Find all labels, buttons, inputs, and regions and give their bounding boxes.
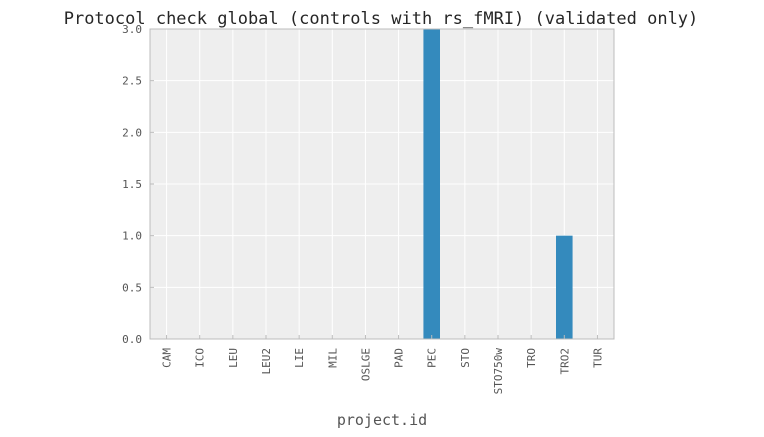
y-tick-label: 3.0 xyxy=(122,23,142,36)
y-tick-label: 0.5 xyxy=(122,281,142,294)
y-axis: 0.0 0.5 1.0 1.5 2.0 2.5 3.0 xyxy=(122,23,154,346)
x-tick-label: OSLGE xyxy=(359,348,372,381)
x-tick-label: TUR xyxy=(591,348,604,368)
x-tick-label: ICO xyxy=(194,348,207,368)
x-tick-label: TRO2 xyxy=(558,348,571,375)
x-tick-label: PAD xyxy=(393,348,406,368)
bar-tro2 xyxy=(556,235,573,339)
x-tick-label: TRO xyxy=(525,348,538,368)
x-tick-label: STO750w xyxy=(492,348,505,395)
bar-pec xyxy=(423,29,440,339)
x-axis: CAM ICO LEU LEU2 LIE MIL OSLGE PAD PEC STO STO750w… xyxy=(161,335,604,395)
y-tick-label: 1.5 xyxy=(122,178,142,191)
y-tick-label: 1.0 xyxy=(122,230,142,243)
x-tick-label: STO xyxy=(459,348,472,368)
x-tick-label: MIL xyxy=(326,348,339,368)
bars xyxy=(423,29,573,339)
x-tick-label: LIE xyxy=(293,348,306,368)
y-tick-label: 2.0 xyxy=(122,126,142,139)
x-tick-label: CAM xyxy=(161,348,174,368)
y-tick-label: 0.0 xyxy=(122,333,142,346)
y-tick-label: 2.5 xyxy=(122,75,142,88)
x-tick-label: LEU2 xyxy=(260,348,273,375)
x-tick-label: LEU xyxy=(227,348,240,368)
chart-title: Protocol check global (controls with rs_… xyxy=(64,9,699,29)
x-tick-label: PEC xyxy=(426,348,439,368)
x-axis-label: project.id xyxy=(337,411,427,429)
